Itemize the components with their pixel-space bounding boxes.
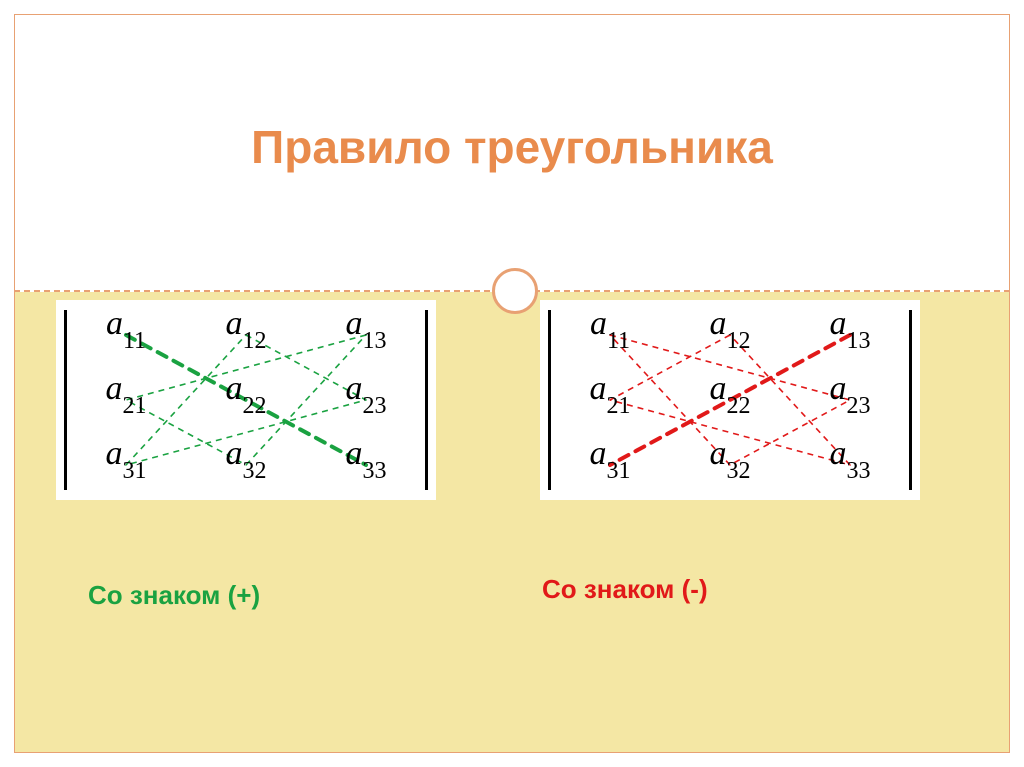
det-bar-left xyxy=(548,310,551,490)
matrix-cell: a12 xyxy=(680,307,780,367)
matrix-cell: a21 xyxy=(76,372,176,432)
matrix-cell: a22 xyxy=(680,372,780,432)
page-title: Правило треугольника xyxy=(0,120,1024,174)
slide: Правило треугольника a11a12a13a21a22a23a… xyxy=(0,0,1024,767)
separator-circle xyxy=(492,268,538,314)
matrix-cell: a33 xyxy=(800,437,900,497)
matrix-plus: a11 a12 a13 a21 a22 a23 a31 a32 a33 xyxy=(56,300,436,500)
matrix-cell: a13 xyxy=(316,307,416,367)
matrix-cell: a23 xyxy=(800,372,900,432)
matrix-cell: a21 xyxy=(560,372,660,432)
matrix-minus: a11 a12 a13 a21 a22 a23 a31 a32 a33 xyxy=(540,300,920,500)
matrix-cell: a32 xyxy=(196,437,296,497)
matrix-cell: a11 xyxy=(76,307,176,367)
matrix-cell: a11 xyxy=(560,307,660,367)
matrix-cell: a23 xyxy=(316,372,416,432)
matrix-cell: a22 xyxy=(196,372,296,432)
matrix-cell: a32 xyxy=(680,437,780,497)
caption-minus: Со знаком (-) xyxy=(542,574,708,605)
matrix-cell: a13 xyxy=(800,307,900,367)
matrix-cell: a12 xyxy=(196,307,296,367)
det-bar-right xyxy=(909,310,912,490)
matrix-cell: a33 xyxy=(316,437,416,497)
matrix-cell: a31 xyxy=(560,437,660,497)
det-bar-left xyxy=(64,310,67,490)
matrix-cell: a31 xyxy=(76,437,176,497)
caption-plus: Со знаком (+) xyxy=(88,580,260,611)
det-bar-right xyxy=(425,310,428,490)
